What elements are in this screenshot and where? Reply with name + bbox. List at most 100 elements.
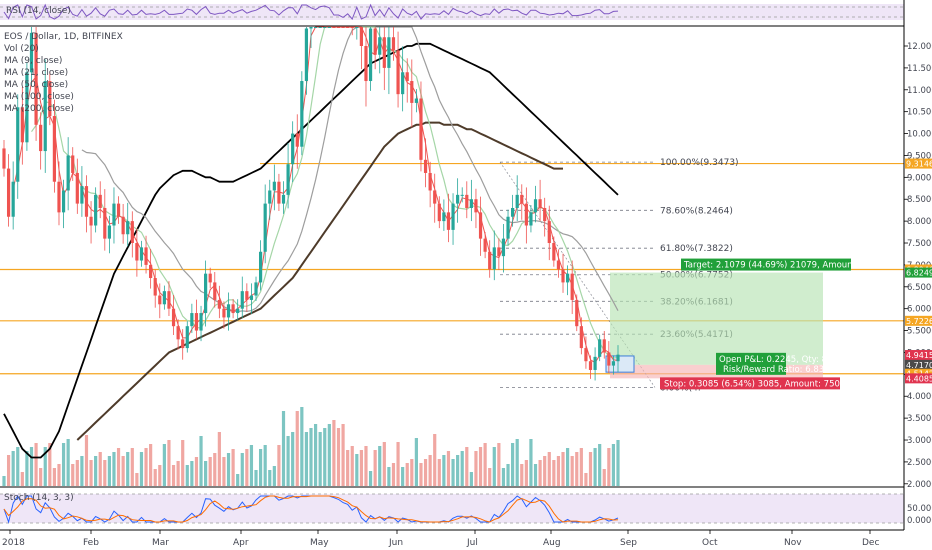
volume-bar — [130, 448, 134, 486]
volume-bar — [167, 440, 171, 486]
fib-level-label: 78.60%(8.2464) — [660, 206, 733, 216]
price-tick-label: 11.5000 — [907, 64, 932, 74]
candle-body — [57, 181, 61, 213]
volume-bar — [565, 448, 570, 486]
price-tick-label: 10.0000 — [907, 130, 932, 140]
price-tag — [905, 267, 932, 278]
volume-bar — [346, 450, 350, 486]
candle-body — [171, 308, 176, 327]
volume-bar — [616, 440, 620, 486]
volume-bar — [304, 432, 309, 486]
candle-body — [149, 264, 153, 279]
price-tick-label: 7.5000 — [907, 239, 932, 249]
price-tick-label: 9.5000 — [907, 151, 932, 161]
candle-body — [579, 326, 583, 349]
candle-body — [240, 291, 244, 309]
price-tick-label: 6.5000 — [907, 283, 932, 293]
candle-body — [98, 194, 102, 208]
volume-bar — [231, 449, 235, 486]
volume-bar — [107, 456, 111, 486]
candle-body — [295, 133, 299, 147]
volume-bar — [268, 470, 272, 486]
volume-bar — [529, 439, 533, 486]
date-label: May — [310, 538, 329, 548]
stoch-d-line — [3, 495, 619, 523]
volume-bar — [272, 466, 276, 486]
volume-bar — [213, 453, 217, 486]
candle-body — [364, 46, 368, 82]
profit-zone — [610, 272, 823, 365]
price-tag — [905, 359, 932, 370]
candle-body — [419, 98, 423, 160]
volume-bar — [405, 463, 409, 486]
candle-body — [552, 243, 556, 261]
volume-bar — [236, 474, 240, 486]
date-label: Nov — [784, 538, 802, 548]
candle-body — [116, 203, 121, 217]
candle-body — [254, 282, 258, 296]
stoch-tick-label: 50.0000 — [907, 504, 932, 514]
candle-body — [602, 339, 606, 353]
candle-body — [460, 194, 464, 196]
candle-body — [373, 28, 377, 55]
candle-body — [478, 212, 483, 239]
date-label: 2018 — [2, 538, 25, 548]
volume-bar — [607, 448, 611, 486]
price-axis[interactable]: 12.0000 11.5000 11.0000 10.5000 10.0000 9.500… — [904, 42, 932, 490]
candle-body — [451, 203, 455, 230]
candle-body — [469, 199, 473, 208]
candle-body — [6, 168, 11, 217]
indicator-ma21: MA (21, close) — [4, 68, 68, 78]
volume-bar — [57, 464, 61, 486]
price-tag-label: 6.8249 — [906, 269, 932, 278]
candle-body — [263, 203, 267, 252]
candle-body — [442, 212, 446, 222]
price-tick-label: 5.5000 — [907, 327, 932, 337]
volume-bar — [364, 446, 368, 486]
volume-bar — [556, 456, 561, 486]
volume-bar — [199, 436, 203, 486]
symbol-title: EOS / Dollar, 1D, BITFINEX — [4, 32, 123, 42]
candle-body — [130, 221, 134, 244]
candle-body — [318, 27, 322, 28]
volume-bar — [39, 468, 43, 486]
target-label-bg — [681, 258, 851, 271]
pnl-label-bg — [716, 352, 786, 375]
candle-body — [249, 295, 254, 300]
volume-bar — [20, 472, 24, 486]
candle-body — [382, 37, 386, 68]
rsi-pane: RSI (14, close) — [0, 0, 904, 24]
target-label: Target: 2.1079 (44.69%) 21079, Amount: 2… — [681, 258, 891, 271]
volume-bar — [245, 449, 249, 486]
date-axis[interactable]: 2018 Feb Mar Apr May Jun Jul Aug Sep Oct Nov Dec — [2, 530, 879, 548]
candle-body — [217, 299, 221, 309]
candle-body — [277, 181, 281, 204]
candle-body — [327, 27, 331, 28]
candle-body — [405, 72, 409, 82]
date-label: Oct — [702, 538, 718, 548]
candle-body — [300, 81, 304, 147]
price-tick-label: 8.0000 — [907, 217, 932, 227]
volume-bar — [204, 461, 208, 486]
candle-body — [185, 326, 189, 349]
candle-body — [428, 172, 432, 191]
price-tag-label: 4.9415 — [906, 351, 932, 360]
candle-body — [126, 221, 130, 235]
candle-body — [291, 133, 295, 165]
indicator-ma100: MA (100, close) — [4, 92, 74, 102]
candle-body — [258, 251, 263, 283]
candle-body — [520, 194, 524, 204]
volume-bar — [410, 459, 414, 486]
volume-bar — [194, 457, 199, 486]
volume-bar — [387, 467, 391, 486]
long-position-tool: Target: 2.1079 (44.69%) 21079, Amount: 2… — [605, 258, 891, 390]
candle-body — [524, 203, 528, 226]
volume-bar — [98, 452, 102, 486]
stoch-axis: 50.0000 0.0000 — [907, 504, 932, 526]
volume-bar — [281, 411, 286, 486]
candle-body — [492, 247, 496, 270]
candle-body — [39, 124, 43, 152]
volume-bar — [419, 463, 423, 486]
volume-bar — [456, 455, 460, 486]
volume-bar — [16, 447, 20, 486]
